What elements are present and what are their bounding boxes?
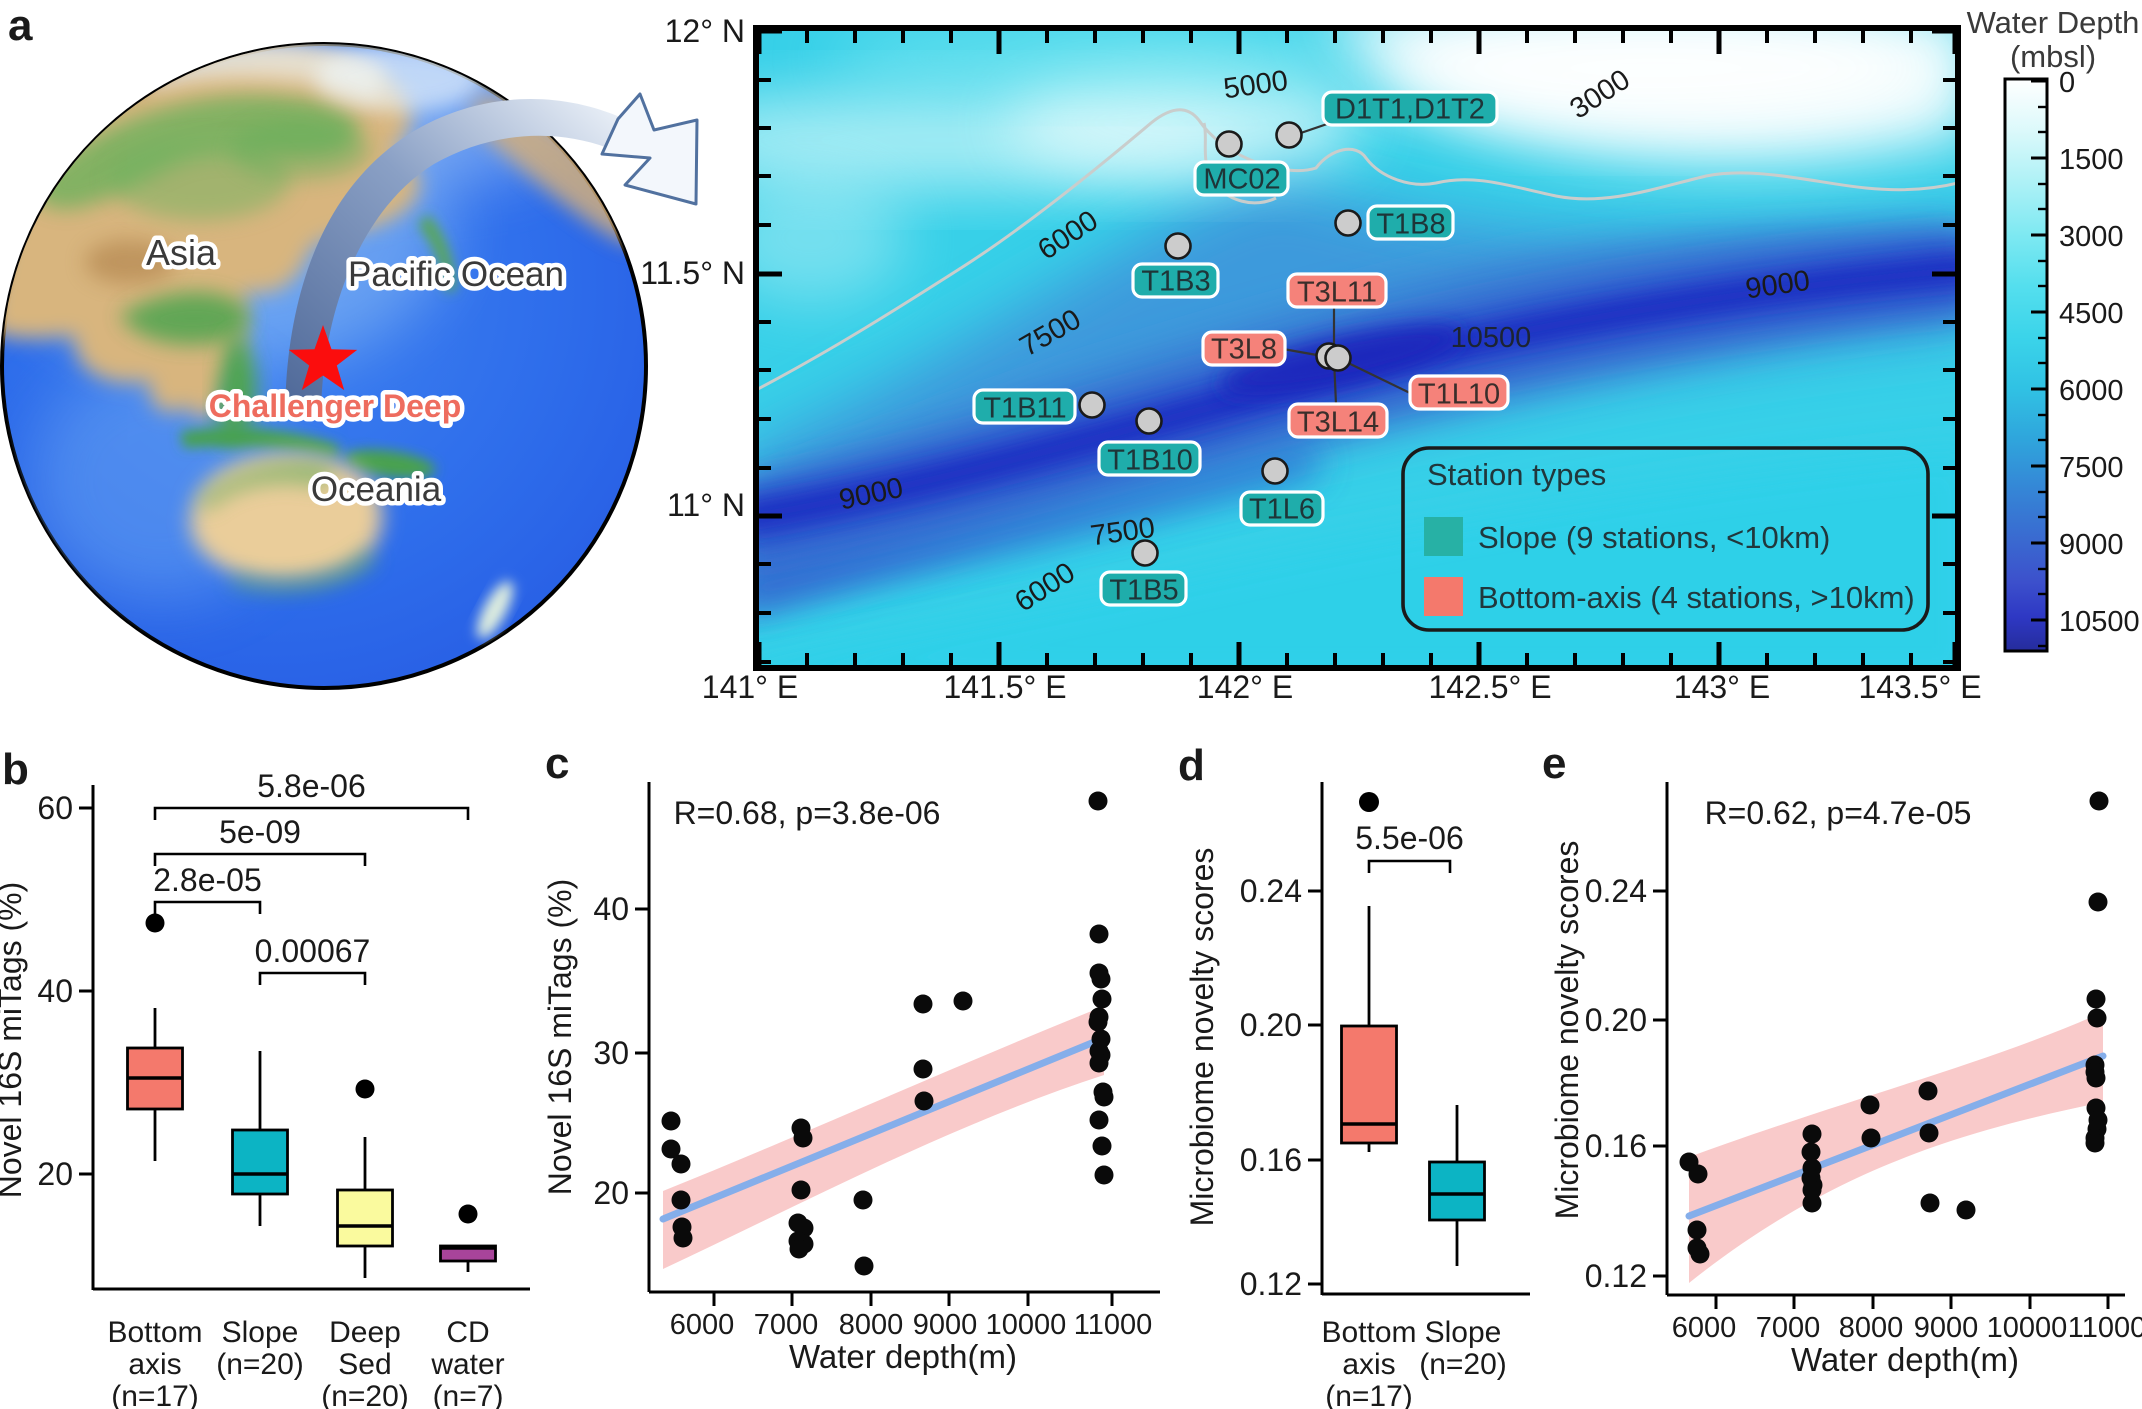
svg-text:T1B11: T1B11 <box>983 393 1066 425</box>
svg-text:4500: 4500 <box>2059 298 2124 330</box>
svg-text:e: e <box>1542 739 1566 788</box>
svg-text:axis: axis <box>1342 1348 1395 1381</box>
svg-text:b: b <box>2 745 29 794</box>
svg-text:6000: 6000 <box>670 1309 735 1341</box>
svg-text:Bottom: Bottom <box>107 1316 202 1349</box>
svg-text:30: 30 <box>593 1035 629 1071</box>
svg-text:Bottom: Bottom <box>1321 1316 1416 1349</box>
svg-text:9000: 9000 <box>913 1309 978 1341</box>
svg-text:2.8e-05: 2.8e-05 <box>153 862 262 898</box>
svg-text:5.8e-06: 5.8e-06 <box>257 768 366 804</box>
svg-text:5.5e-06: 5.5e-06 <box>1355 820 1464 856</box>
svg-text:Pacific Ocean: Pacific Ocean <box>348 255 564 294</box>
svg-text:20: 20 <box>37 1156 73 1192</box>
svg-text:Deep: Deep <box>329 1316 401 1349</box>
svg-text:8000: 8000 <box>1839 1312 1904 1344</box>
svg-text:water: water <box>430 1348 504 1381</box>
svg-text:20: 20 <box>593 1175 629 1211</box>
svg-text:CD: CD <box>446 1316 489 1349</box>
svg-text:11.5° N: 11.5° N <box>640 255 745 291</box>
svg-text:T3L14: T3L14 <box>1297 407 1379 439</box>
svg-text:T1L10: T1L10 <box>1418 379 1500 411</box>
svg-text:7000: 7000 <box>1756 1312 1821 1344</box>
svg-text:143° E: 143° E <box>1674 669 1770 705</box>
svg-text:141.5° E: 141.5° E <box>943 669 1066 705</box>
svg-text:11000: 11000 <box>1074 1309 1153 1341</box>
svg-text:7500: 7500 <box>2059 452 2124 484</box>
svg-text:Water depth(m): Water depth(m) <box>789 1338 1017 1375</box>
svg-text:0.24: 0.24 <box>1240 873 1302 909</box>
svg-text:Microbiome novelty scores: Microbiome novelty scores <box>1549 841 1585 1220</box>
svg-text:Novel 16S miTags (%): Novel 16S miTags (%) <box>542 879 578 1196</box>
svg-text:R=0.62, p=4.7e-05: R=0.62, p=4.7e-05 <box>1705 795 1972 831</box>
svg-text:6000: 6000 <box>2059 375 2124 407</box>
svg-text:10000: 10000 <box>1987 1312 2068 1344</box>
svg-text:(n=17): (n=17) <box>1325 1380 1413 1409</box>
svg-text:d: d <box>1178 741 1205 790</box>
svg-text:143.5° E: 143.5° E <box>1858 669 1981 705</box>
svg-text:0.20: 0.20 <box>1585 1002 1647 1038</box>
svg-text:0.20: 0.20 <box>1240 1007 1302 1043</box>
svg-text:T1L6: T1L6 <box>1249 494 1315 526</box>
svg-text:141° E: 141° E <box>702 669 798 705</box>
svg-text:Challenger Deep: Challenger Deep <box>209 388 462 424</box>
svg-text:Sed: Sed <box>338 1348 391 1381</box>
svg-text:10500: 10500 <box>2059 606 2140 638</box>
svg-text:11° N: 11° N <box>667 487 745 523</box>
svg-text:40: 40 <box>37 973 73 1009</box>
svg-text:(n=17): (n=17) <box>111 1380 199 1409</box>
svg-text:0: 0 <box>2059 67 2075 99</box>
svg-text:MC02: MC02 <box>1203 164 1280 196</box>
svg-text:11000: 11000 <box>2068 1312 2142 1344</box>
svg-text:Slope: Slope <box>222 1316 299 1349</box>
svg-text:1500: 1500 <box>2059 144 2124 176</box>
svg-text:Slope: Slope <box>1425 1316 1502 1349</box>
svg-text:9000: 9000 <box>2059 529 2124 561</box>
svg-text:(mbsl): (mbsl) <box>2010 39 2096 74</box>
svg-text:Water depth(m): Water depth(m) <box>1791 1341 2019 1378</box>
svg-text:5e-09: 5e-09 <box>219 814 301 850</box>
svg-text:9000: 9000 <box>1914 1312 1979 1344</box>
svg-text:(n=20): (n=20) <box>216 1348 304 1381</box>
svg-text:T1B3: T1B3 <box>1141 266 1210 298</box>
svg-text:c: c <box>545 739 569 788</box>
svg-text:10000: 10000 <box>986 1309 1067 1341</box>
svg-text:12° N: 12° N <box>665 13 745 49</box>
svg-text:7000: 7000 <box>754 1309 819 1341</box>
svg-text:Station types: Station types <box>1427 457 1606 492</box>
svg-text:0.24: 0.24 <box>1585 873 1647 909</box>
svg-text:Microbiome novelty scores: Microbiome novelty scores <box>1184 848 1220 1227</box>
svg-text:Slope (9 stations, <10km): Slope (9 stations, <10km) <box>1478 520 1830 555</box>
svg-text:0.12: 0.12 <box>1585 1258 1647 1294</box>
svg-text:(n=7): (n=7) <box>433 1380 504 1409</box>
svg-text:(n=20): (n=20) <box>1419 1348 1507 1381</box>
svg-text:Asia: Asia <box>146 232 217 273</box>
svg-text:(n=20): (n=20) <box>321 1380 409 1409</box>
svg-text:T1B5: T1B5 <box>1109 575 1178 607</box>
svg-text:10500: 10500 <box>1451 322 1532 354</box>
svg-text:0.00067: 0.00067 <box>255 933 371 969</box>
svg-text:axis: axis <box>128 1348 181 1381</box>
svg-text:D1T1,D1T2: D1T1,D1T2 <box>1335 94 1485 126</box>
svg-text:Bottom-axis (4 stations, >10km: Bottom-axis (4 stations, >10km) <box>1478 580 1915 615</box>
svg-text:R=0.68, p=3.8e-06: R=0.68, p=3.8e-06 <box>674 795 941 831</box>
svg-text:Oceania: Oceania <box>311 470 442 509</box>
svg-text:T3L11: T3L11 <box>1297 277 1377 309</box>
svg-text:40: 40 <box>593 891 629 927</box>
svg-text:142° E: 142° E <box>1197 669 1293 705</box>
svg-text:a: a <box>8 1 33 50</box>
svg-text:T1B10: T1B10 <box>1107 445 1192 477</box>
svg-text:0.16: 0.16 <box>1240 1142 1302 1178</box>
svg-text:3000: 3000 <box>2059 221 2124 253</box>
svg-text:8000: 8000 <box>839 1309 904 1341</box>
svg-text:142.5° E: 142.5° E <box>1428 669 1551 705</box>
svg-text:Water Depth: Water Depth <box>1967 5 2140 40</box>
svg-text:6000: 6000 <box>1672 1312 1737 1344</box>
svg-text:0.12: 0.12 <box>1240 1266 1302 1302</box>
svg-text:T1B8: T1B8 <box>1376 209 1445 241</box>
svg-text:T3L8: T3L8 <box>1211 334 1277 366</box>
svg-text:0.16: 0.16 <box>1585 1128 1647 1164</box>
svg-text:60: 60 <box>37 790 73 826</box>
svg-text:Novel 16S miTags (%): Novel 16S miTags (%) <box>0 882 28 1199</box>
